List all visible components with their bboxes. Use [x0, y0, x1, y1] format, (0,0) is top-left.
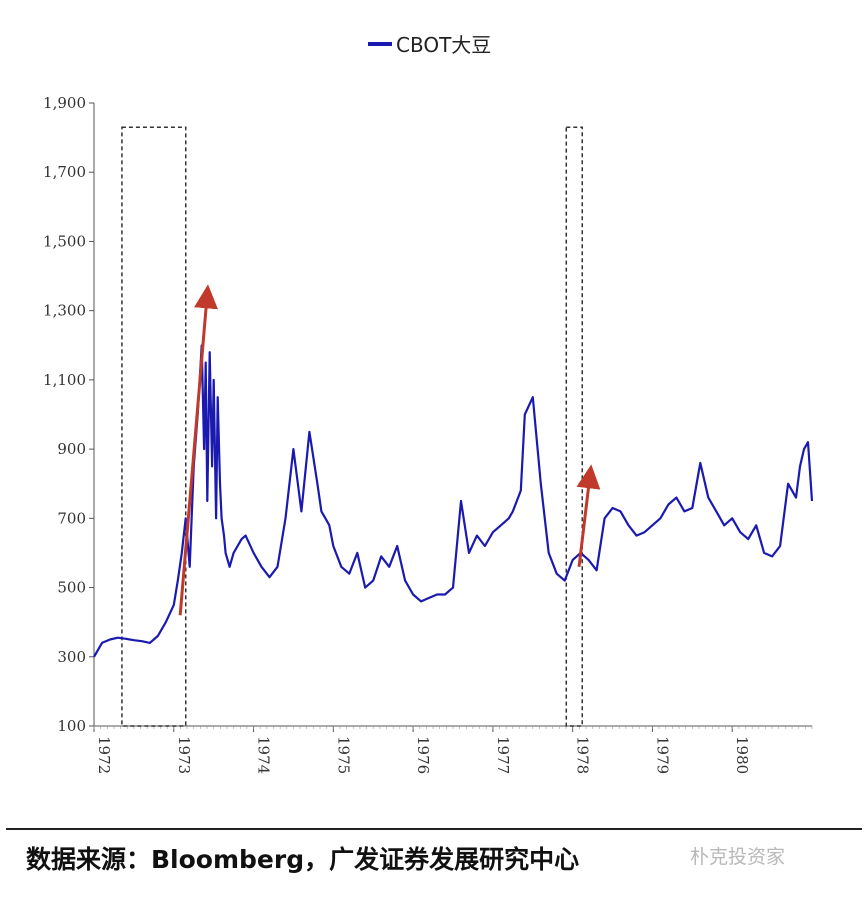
trend-arrows: [178, 284, 601, 616]
series-layer: [93, 344, 814, 658]
y-axis-ticks: 100 300 500 700 900 1,100 1,300 1,500 1,700 1,900: [43, 94, 94, 735]
y-tick-label: 500: [57, 579, 86, 597]
x-tick-label: 1972: [95, 736, 113, 774]
x-tick-label: 1974: [255, 736, 273, 774]
x-axis-ticks: 1972 1973 1974 1975 1976 1977 1978 1979 1980: [93, 726, 813, 774]
y-tick-label: 900: [57, 440, 86, 458]
series-line-cbot-soybean: [93, 344, 814, 658]
y-tick-label: 1,300: [43, 302, 86, 320]
y-tick-label: 1,500: [43, 232, 86, 250]
legend: CBOT大豆: [368, 33, 491, 57]
y-tick-label: 1,100: [43, 371, 86, 389]
trend-arrow: [576, 464, 601, 567]
x-tick-label: 1978: [574, 736, 592, 774]
x-tick-label: 1977: [494, 736, 512, 774]
y-tick-label: 1,900: [43, 94, 86, 112]
y-tick-label: 1,700: [43, 163, 86, 181]
highlight-box: [565, 126, 583, 727]
y-tick-label: 300: [57, 648, 86, 666]
data-source-note: 数据来源：Bloomberg，广发证券发展研究中心: [26, 845, 580, 874]
x-tick-label: 1976: [414, 736, 432, 774]
legend-label: CBOT大豆: [396, 33, 491, 57]
watermark: 朴克投资家: [690, 846, 786, 868]
y-tick-label: 100: [57, 717, 86, 735]
x-tick-label: 1980: [733, 736, 751, 774]
trend-arrow: [178, 284, 218, 616]
x-tick-label: 1979: [653, 736, 671, 774]
axes: [93, 103, 812, 727]
highlight-box: [121, 126, 187, 727]
chart: CBOT大豆 100 300 500 700 900 1,100 1,300 1,500 1,7…: [43, 33, 814, 774]
x-tick-label: 1973: [175, 736, 193, 774]
footer-divider: [6, 828, 862, 830]
x-tick-label: 1975: [334, 736, 352, 774]
y-tick-label: 700: [57, 509, 86, 527]
highlight-boxes: [121, 126, 583, 727]
